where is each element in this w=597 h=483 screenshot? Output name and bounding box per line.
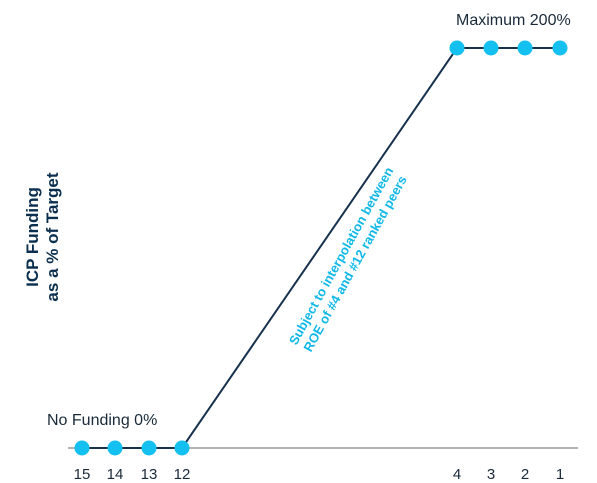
data-point-rank-15 [74,440,90,456]
data-point-rank-12 [174,440,190,456]
x-tick-label: 15 [74,466,91,483]
x-tick-label: 13 [141,466,158,483]
marker-layer [74,40,568,456]
y-axis-label-line-2: as a % of Target [43,172,62,301]
data-point-rank-1 [552,40,568,56]
data-point-rank-13 [141,440,157,456]
x-tick-label: 14 [107,466,124,483]
diagonal-annotation: Subject to interpolation between ROE of … [286,164,410,354]
x-tick-label: 3 [487,466,495,483]
data-point-rank-3 [483,40,499,56]
diagonal-annotation-line-2: ROE of #4 and #12 ranked peers [300,173,409,354]
x-tick-labels: 15 14 13 12 4 3 2 1 [74,466,565,483]
x-tick-label: 4 [453,466,461,483]
diagonal-annotation-line-1: Subject to interpolation between [286,164,396,347]
y-axis-label: ICP Funding as a % of Target [23,172,62,301]
series-line [82,47,560,449]
data-point-rank-14 [107,440,123,456]
line-layer [82,47,560,449]
x-tick-label: 1 [556,466,564,483]
x-tick-label: 12 [174,466,191,483]
data-point-rank-4 [449,40,465,56]
data-point-rank-2 [517,40,533,56]
annotation-min: No Funding 0% [47,412,157,429]
x-tick-label: 2 [521,466,529,483]
annotation-max: Maximum 200% [456,12,571,29]
y-axis-label-line-1: ICP Funding [23,187,42,287]
